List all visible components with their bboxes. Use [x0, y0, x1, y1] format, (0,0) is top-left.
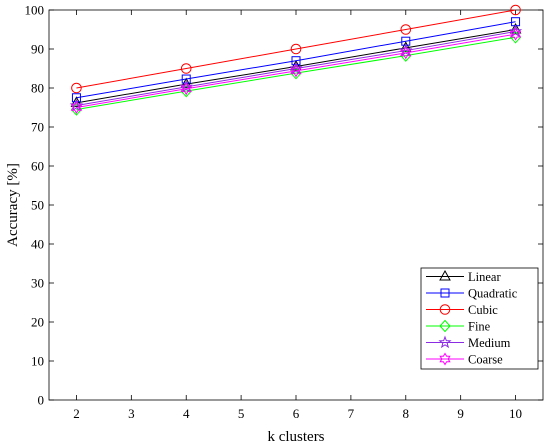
y-tick-label: 20 — [31, 315, 44, 330]
x-tick-label: 9 — [457, 406, 464, 421]
series-medium-point — [508, 24, 523, 38]
series-cubic-point — [71, 82, 82, 94]
y-tick-label: 80 — [31, 81, 44, 96]
series-coarse-line — [76, 33, 516, 108]
y-tick-label: 100 — [25, 3, 45, 18]
legend-marker-coarse — [439, 352, 451, 366]
x-tick-label: 7 — [348, 406, 355, 421]
legend-box — [420, 267, 539, 370]
legend-label-quadratic: Quadratic — [468, 287, 518, 301]
series-medium-point — [69, 98, 84, 112]
series-cubic-point — [290, 43, 302, 55]
legend-label-medium: Medium — [468, 336, 511, 350]
legend: Linear Quadratic Cubic Fine Medium Coarse — [420, 267, 539, 370]
legend-label-linear: Linear — [468, 270, 501, 284]
y-tick-label: 40 — [31, 237, 44, 252]
legend-marker-linear — [439, 269, 451, 281]
legend-marker-fine — [439, 319, 451, 333]
legend-label-fine: Fine — [468, 320, 491, 334]
legend-label-cubic: Cubic — [468, 303, 498, 317]
series-coarse-point — [400, 46, 412, 60]
y-tick-label: 10 — [31, 354, 44, 369]
x-tick-label: 2 — [73, 406, 80, 421]
series-cubic — [71, 4, 521, 94]
series-linear-point — [290, 60, 302, 71]
series-coarse-point — [180, 82, 192, 96]
series-coarse-point — [290, 64, 302, 78]
series-quadratic-line — [76, 21, 516, 99]
series-coarse-point — [70, 101, 83, 114]
x-tick-label: 3 — [128, 406, 135, 421]
x-tick-label: 8 — [403, 406, 410, 421]
series-group — [69, 4, 523, 116]
y-tick-label: 60 — [31, 159, 44, 174]
y-tick-label: 90 — [31, 42, 44, 57]
series-cubic-point — [180, 63, 192, 74]
y-tick-label: 0 — [38, 393, 45, 408]
series-linear-line — [76, 29, 516, 104]
y-tick-label: 70 — [31, 120, 44, 135]
series-cubic-point — [400, 24, 412, 35]
y-tick-label: 50 — [31, 198, 44, 213]
x-tick-label: 6 — [293, 406, 300, 421]
series-cubic-point — [510, 4, 521, 16]
series-coarse — [70, 27, 522, 114]
series-linear-point — [399, 41, 412, 52]
x-tick-label: 5 — [238, 406, 245, 421]
y-axis-title: Accuracy [%] — [5, 163, 21, 247]
series-linear-point — [509, 22, 522, 34]
series-fine-line — [76, 36, 516, 110]
legend-label-coarse: Coarse — [468, 353, 503, 367]
y-tick-label: 30 — [31, 276, 44, 291]
series-coarse-point — [509, 27, 522, 41]
x-axis-title: k clusters — [267, 429, 324, 445]
legend-marker-medium — [438, 335, 452, 349]
x-tick-label: 10 — [509, 406, 522, 421]
series-cubic-line — [76, 9, 516, 89]
series-medium-line — [76, 30, 516, 107]
x-tick-label: 4 — [183, 406, 190, 421]
legend-marker-quadratic — [440, 288, 450, 298]
legend-marker-cubic — [439, 304, 451, 315]
series-linear — [70, 22, 522, 107]
